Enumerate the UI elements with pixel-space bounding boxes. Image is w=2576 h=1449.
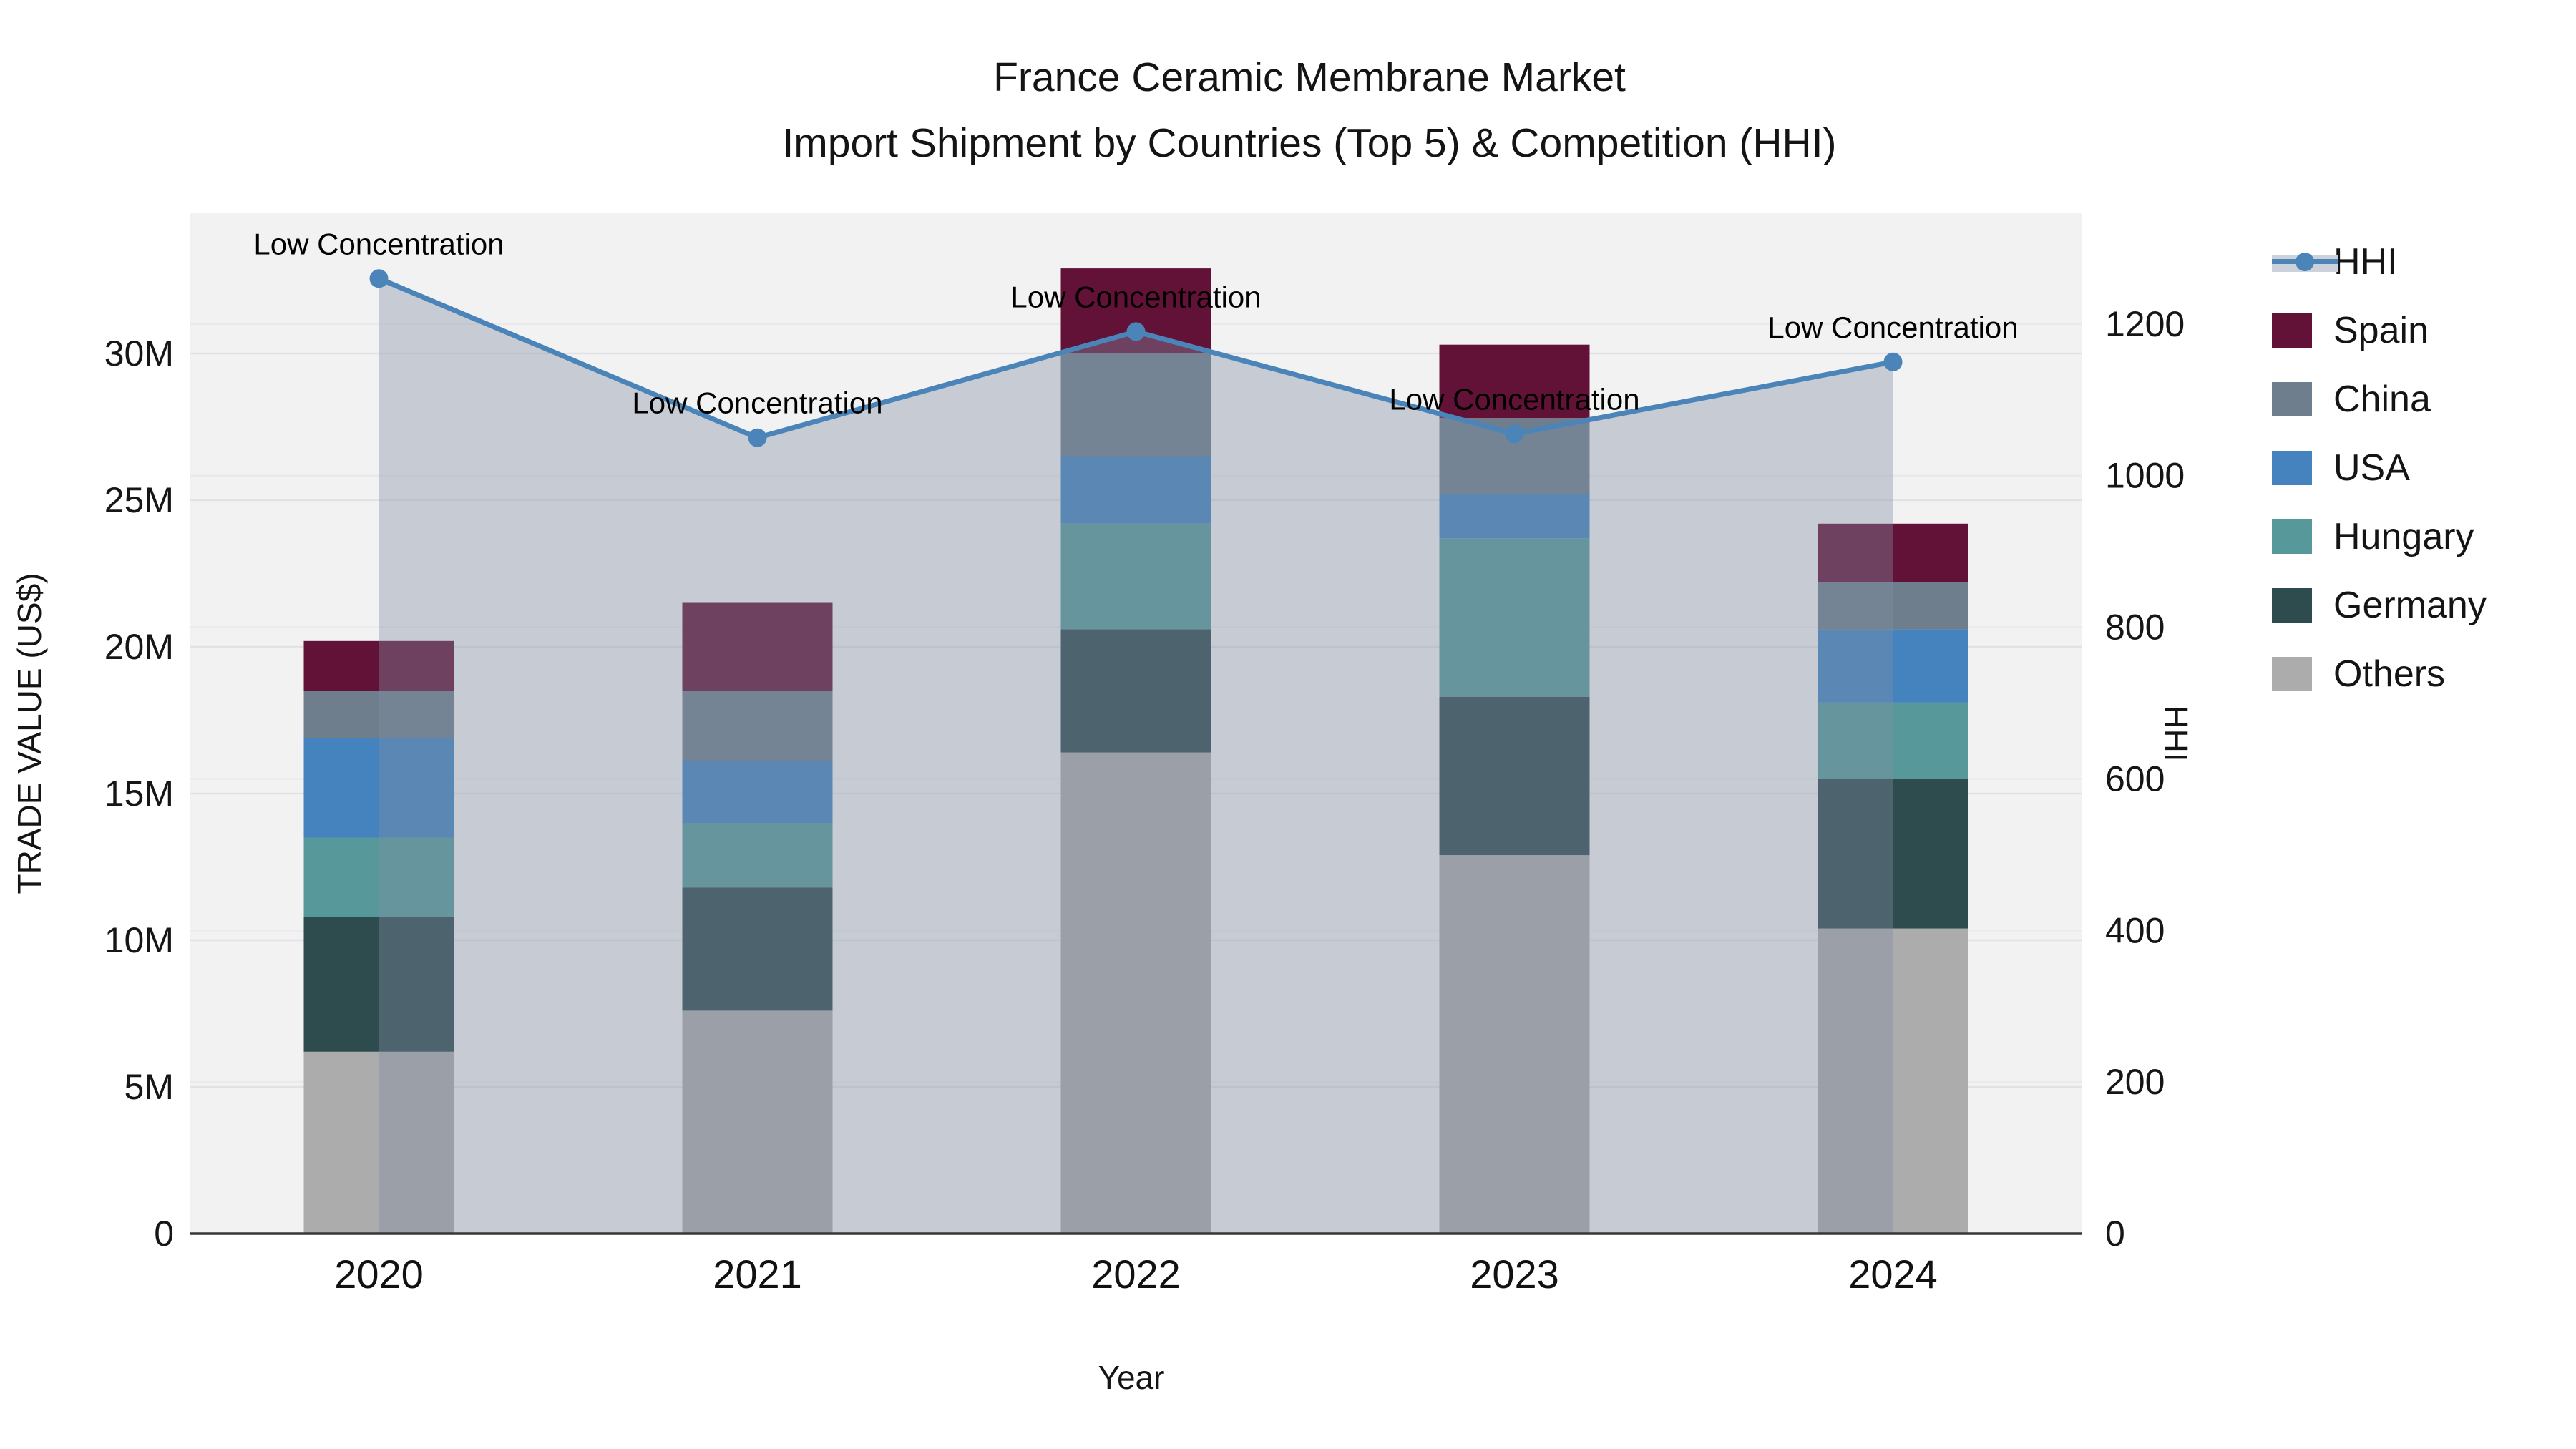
y-right-tick-1200: 1200 [2105, 304, 2185, 344]
chart-title: France Ceramic Membrane Market Import Sh… [43, 44, 2576, 177]
legend-item-hungary: Hungary [2272, 502, 2487, 571]
legend-item-hhi: HHI [2272, 228, 2487, 296]
y-right-tick-200: 200 [2105, 1062, 2165, 1102]
hhi-marker-2021 [748, 428, 767, 447]
legend-swatch-germany [2272, 588, 2312, 623]
bar-segment-germany-2020 [303, 917, 454, 1052]
bar-segment-others-2023 [1439, 855, 1590, 1234]
annotation-2023: Low Concentration [1389, 382, 1639, 416]
bar-segment-hungary-2023 [1439, 538, 1590, 697]
x-tick-2022: 2022 [1091, 1252, 1181, 1297]
legend-label-usa: USA [2333, 447, 2410, 489]
bar-segment-hungary-2024 [1818, 702, 1968, 779]
chart-title-line2: Import Shipment by Countries (Top 5) & C… [782, 120, 1837, 167]
bar-segment-germany-2024 [1818, 779, 1968, 929]
annotation-2022: Low Concentration [1010, 280, 1261, 313]
annotation-2024: Low Concentration [1767, 311, 2018, 344]
bar-segment-china-2020 [303, 691, 454, 738]
bar-segment-usa-2021 [682, 761, 833, 823]
x-tick-2023: 2023 [1470, 1252, 1559, 1297]
y-left-tick-30M: 30M [104, 333, 174, 374]
bar-segment-china-2022 [1060, 353, 1211, 457]
hhi-marker-2023 [1505, 424, 1524, 444]
bar-segment-spain-2021 [682, 602, 833, 691]
annotation-2021: Low Concentration [632, 386, 882, 420]
legend-label-spain: Spain [2333, 310, 2429, 351]
hhi-marker-2022 [1126, 322, 1146, 341]
y-right-tick-400: 400 [2105, 910, 2165, 950]
legend-label-hhi: HHI [2333, 241, 2398, 283]
bar-segment-germany-2022 [1060, 629, 1211, 753]
bar-segment-others-2024 [1818, 928, 1968, 1234]
bar-segment-hungary-2021 [682, 823, 833, 888]
legend-item-china: China [2272, 365, 2487, 434]
legend-swatch-others [2272, 657, 2312, 691]
annotation-2020: Low Concentration [253, 227, 504, 260]
y-right-tick-800: 800 [2105, 608, 2165, 648]
legend-hhi-line-icon [2272, 245, 2338, 279]
y-right-tick-1000: 1000 [2105, 456, 2185, 496]
y-left-tick-0: 0 [154, 1214, 174, 1254]
bar-segment-usa-2022 [1060, 456, 1211, 524]
legend-label-china: China [2333, 379, 2431, 420]
hhi-marker-2024 [1883, 352, 1903, 371]
bar-segment-spain-2023 [1439, 344, 1590, 419]
y-left-tick-15M: 15M [104, 774, 174, 814]
y-left-tick-5M: 5M [125, 1067, 174, 1107]
y-left-tick-20M: 20M [104, 627, 174, 667]
bar-segment-hungary-2020 [303, 837, 454, 917]
legend-item-germany: Germany [2272, 571, 2487, 640]
legend-label-germany: Germany [2333, 585, 2487, 626]
bar-segment-usa-2020 [303, 738, 454, 838]
legend-label-others: Others [2333, 653, 2446, 695]
legend-swatch-china [2272, 382, 2312, 416]
x-tick-2020: 2020 [334, 1252, 424, 1297]
y-left-tick-10M: 10M [104, 920, 174, 960]
bar-segment-others-2021 [682, 1010, 833, 1234]
bar-segment-usa-2024 [1818, 629, 1968, 703]
hhi-area-fill [379, 278, 1893, 1234]
chart-title-line1: France Ceramic Membrane Market [993, 54, 1626, 100]
bar-segment-others-2022 [1060, 752, 1211, 1234]
legend: HHI Spain China USA Hungary Germany Others [2272, 228, 2487, 708]
y-right-tick-600: 600 [2105, 758, 2165, 799]
bar-segment-germany-2021 [682, 887, 833, 1011]
y-left-tick-25M: 25M [104, 480, 174, 520]
hhi-marker-2020 [369, 269, 389, 288]
x-tick-2021: 2021 [713, 1252, 802, 1297]
legend-item-spain: Spain [2272, 296, 2487, 365]
bar-segment-spain-2020 [303, 640, 454, 691]
legend-item-others: Others [2272, 640, 2487, 708]
legend-item-usa: USA [2272, 434, 2487, 502]
bar-segment-china-2021 [682, 691, 833, 761]
bar-segment-usa-2023 [1439, 494, 1590, 539]
legend-swatch-hungary [2272, 519, 2312, 554]
bar-segment-germany-2023 [1439, 696, 1590, 856]
y-right-tick-0: 0 [2105, 1214, 2125, 1254]
x-axis-title: Year [1098, 1359, 1165, 1396]
bar-segment-others-2020 [303, 1051, 454, 1234]
bar-segment-hungary-2022 [1060, 523, 1211, 630]
legend-label-hungary: Hungary [2333, 516, 2474, 557]
legend-swatch-spain [2272, 313, 2312, 348]
bar-segment-china-2024 [1818, 582, 1968, 630]
legend-swatch-usa [2272, 451, 2312, 485]
bar-segment-spain-2024 [1818, 523, 1968, 582]
x-tick-2024: 2024 [1848, 1252, 1938, 1297]
